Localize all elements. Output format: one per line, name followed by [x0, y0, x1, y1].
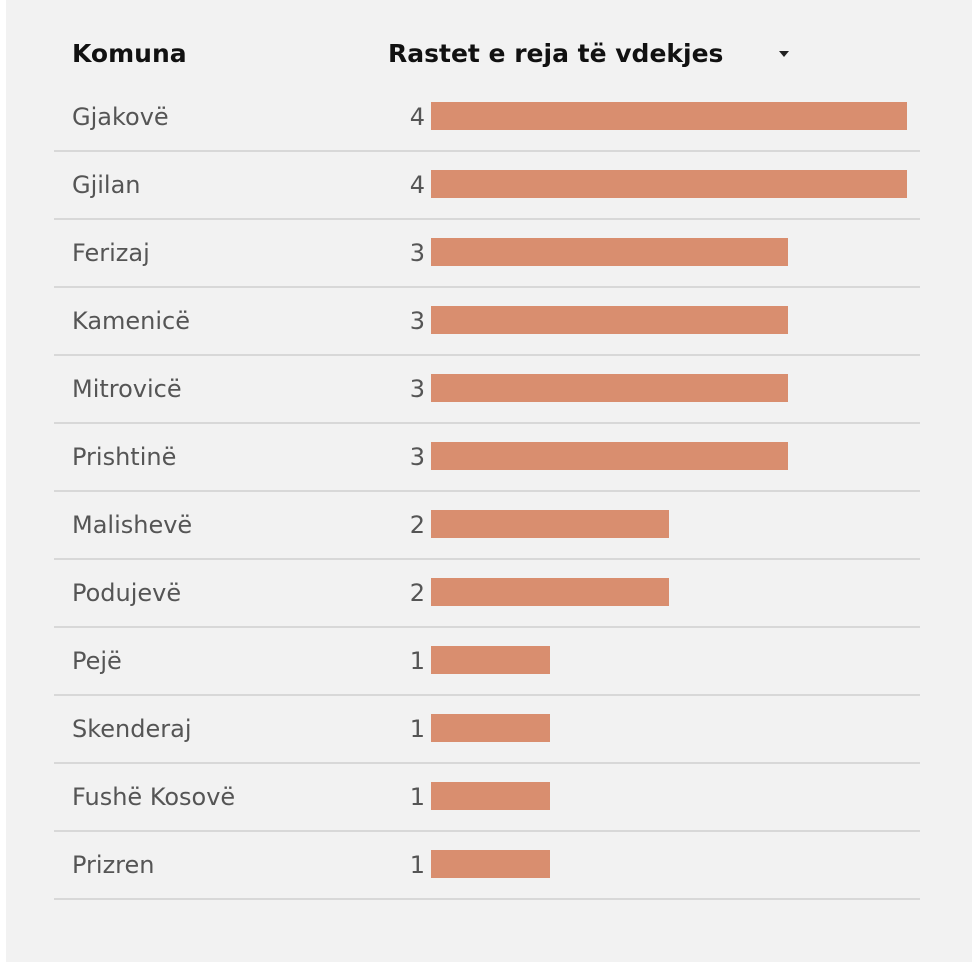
bar — [431, 646, 550, 674]
bar — [431, 510, 669, 538]
row-value: 4 — [409, 103, 425, 131]
bar — [431, 850, 550, 878]
row-value: 3 — [409, 443, 425, 471]
bar — [431, 782, 550, 810]
row-value: 4 — [409, 171, 425, 199]
table-row: Mitrovicë 3 — [54, 356, 920, 424]
table-row: Prizren 1 — [54, 832, 920, 900]
row-name: Pejë — [72, 647, 122, 675]
row-value: 2 — [409, 579, 425, 607]
sort-descending-icon[interactable] — [779, 51, 789, 57]
bar — [431, 714, 550, 742]
bar — [431, 306, 788, 334]
table-row: Fushë Kosovë 1 — [54, 764, 920, 832]
row-value: 3 — [409, 307, 425, 335]
table-row: Malishevë 2 — [54, 492, 920, 560]
row-name: Podujevë — [72, 579, 182, 607]
row-value: 1 — [409, 715, 425, 743]
bar — [431, 442, 788, 470]
table-row: Gjilan 4 — [54, 152, 920, 220]
column-header-komuna[interactable]: Komuna — [72, 39, 187, 68]
row-value: 1 — [409, 783, 425, 811]
row-name: Prizren — [72, 851, 155, 879]
table-row: Prishtinë 3 — [54, 424, 920, 492]
bar — [431, 374, 788, 402]
table-row: Pejë 1 — [54, 628, 920, 696]
table-row: Kamenicë 3 — [54, 288, 920, 356]
table-row: Podujevë 2 — [54, 560, 920, 628]
row-name: Gjilan — [72, 171, 141, 199]
row-name: Skenderaj — [72, 715, 192, 743]
row-name: Kamenicë — [72, 307, 191, 335]
table-row: Ferizaj 3 — [54, 220, 920, 288]
row-name: Ferizaj — [72, 239, 150, 267]
bar — [431, 578, 669, 606]
table-panel: Komuna Rastet e reja të vdekjes Gjakovë 4… — [6, 0, 972, 962]
row-value: 2 — [409, 511, 425, 539]
bar — [431, 170, 907, 198]
row-name: Prishtinë — [72, 443, 177, 471]
row-name: Mitrovicë — [72, 375, 182, 403]
column-header-deaths[interactable]: Rastet e reja të vdekjes — [388, 39, 724, 68]
row-name: Gjakovë — [72, 103, 169, 131]
row-name: Fushë Kosovë — [72, 783, 236, 811]
bar — [431, 102, 907, 130]
table-row: Skenderaj 1 — [54, 696, 920, 764]
bar — [431, 238, 788, 266]
table-row: Gjakovë 4 — [54, 84, 920, 152]
row-value: 1 — [409, 851, 425, 879]
row-value: 1 — [409, 647, 425, 675]
row-name: Malishevë — [72, 511, 193, 539]
row-value: 3 — [409, 375, 425, 403]
row-value: 3 — [409, 239, 425, 267]
